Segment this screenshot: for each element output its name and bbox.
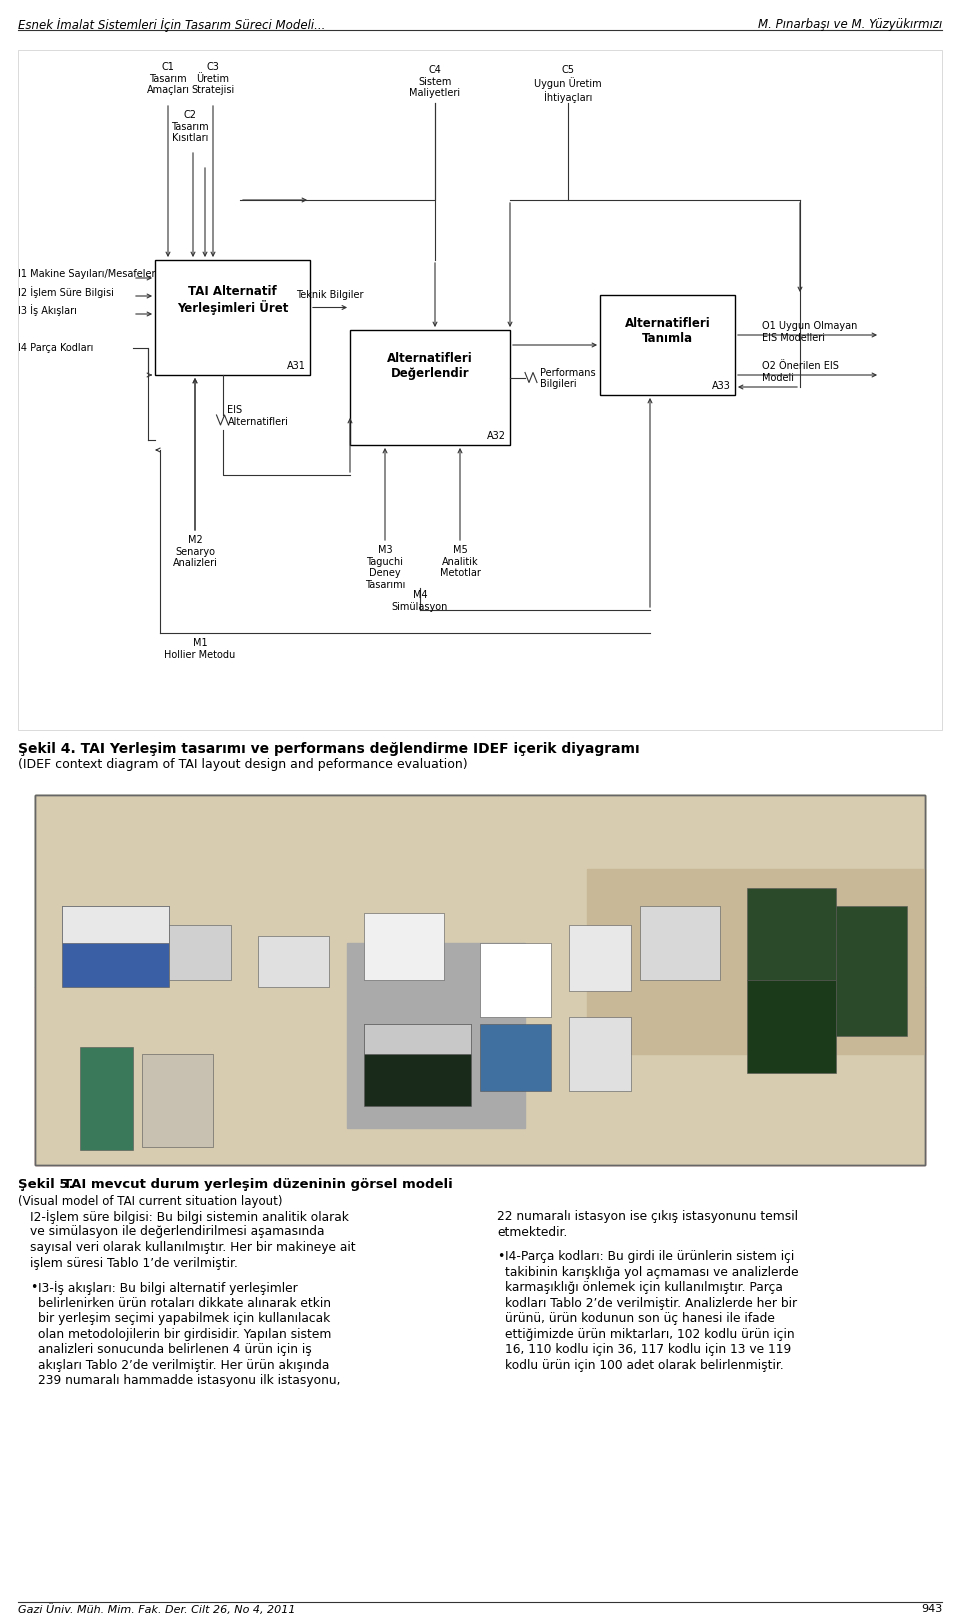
Text: M5
Analitik
Metotlar: M5 Analitik Metotlar bbox=[440, 545, 480, 577]
Text: A31: A31 bbox=[287, 362, 306, 371]
Text: (Visual model of TAI current situation layout): (Visual model of TAI current situation l… bbox=[18, 1195, 282, 1208]
Text: Alternatifleri
Tanımla: Alternatifleri Tanımla bbox=[625, 316, 710, 345]
Text: O2 Önerilen EIS
Modeli: O2 Önerilen EIS Modeli bbox=[762, 362, 839, 383]
Text: ürünü, ürün kodunun son üç hanesi ile ifade: ürünü, ürün kodunun son üç hanesi ile if… bbox=[505, 1312, 775, 1325]
Polygon shape bbox=[587, 869, 925, 1054]
Text: akışları Tablo 2’de verilmiştir. Her ürün akışında: akışları Tablo 2’de verilmiştir. Her ürü… bbox=[38, 1359, 329, 1372]
Text: M1
Hollier Metodu: M1 Hollier Metodu bbox=[164, 637, 235, 660]
Bar bbox=[35, 795, 925, 1165]
Text: C1
Tasarım
Amaçları: C1 Tasarım Amaçları bbox=[147, 62, 189, 96]
Text: 239 numaralı hammadde istasyonu ilk istasyonu,: 239 numaralı hammadde istasyonu ilk ista… bbox=[38, 1374, 341, 1387]
Text: M4
Simülasyon: M4 Simülasyon bbox=[392, 590, 448, 611]
Bar bbox=[169, 925, 230, 980]
Bar bbox=[18, 50, 942, 730]
Text: •: • bbox=[30, 1281, 37, 1294]
Text: 22 numaralı istasyon ise çıkış istasyonunu temsil: 22 numaralı istasyon ise çıkış istasyonu… bbox=[497, 1210, 798, 1223]
Bar bbox=[569, 1017, 632, 1092]
Text: etmektedir.: etmektedir. bbox=[497, 1226, 567, 1239]
Text: belirlenirken ürün rotaları dikkate alınarak etkin: belirlenirken ürün rotaları dikkate alın… bbox=[38, 1298, 331, 1311]
Text: I3-İş akışları: Bu bilgi alternatif yerleşimler: I3-İş akışları: Bu bilgi alternatif yerl… bbox=[38, 1281, 298, 1296]
Text: Alternatifleri
Değerlendir: Alternatifleri Değerlendir bbox=[387, 352, 473, 380]
Text: Performans
Bilgileri: Performans Bilgileri bbox=[540, 368, 595, 389]
Text: A33: A33 bbox=[712, 381, 731, 391]
Bar bbox=[364, 1025, 471, 1106]
Text: C5
Uygun Üretim
İhtiyaçları: C5 Uygun Üretim İhtiyaçları bbox=[534, 65, 602, 102]
Text: I4-Parça kodları: Bu girdi ile ürünlerin sistem içi: I4-Parça kodları: Bu girdi ile ürünlerin… bbox=[505, 1251, 794, 1264]
Polygon shape bbox=[498, 795, 925, 988]
Text: 16, 110 kodlu için 36, 117 kodlu için 13 ve 119: 16, 110 kodlu için 36, 117 kodlu için 13… bbox=[505, 1343, 791, 1356]
Bar bbox=[364, 913, 444, 980]
Bar bbox=[142, 1054, 213, 1147]
Bar bbox=[257, 936, 328, 988]
Bar bbox=[836, 907, 907, 1035]
Text: C4
Sistem
Maliyetleri: C4 Sistem Maliyetleri bbox=[409, 65, 461, 99]
Text: A32: A32 bbox=[487, 431, 506, 441]
Bar bbox=[350, 329, 510, 444]
Bar bbox=[364, 1025, 471, 1054]
Bar bbox=[480, 1025, 551, 1092]
Text: işlem süresi Tablo 1’de verilmiştir.: işlem süresi Tablo 1’de verilmiştir. bbox=[30, 1257, 238, 1270]
Bar bbox=[480, 942, 551, 1017]
Text: I4 Parça Kodları: I4 Parça Kodları bbox=[18, 342, 93, 354]
Text: O1 Uygun Olmayan
EIS Modelleri: O1 Uygun Olmayan EIS Modelleri bbox=[762, 321, 857, 342]
Text: M3
Taguchi
Deney
Tasarımı: M3 Taguchi Deney Tasarımı bbox=[365, 545, 405, 590]
Text: M2
Senaryo
Analizleri: M2 Senaryo Analizleri bbox=[173, 535, 217, 568]
Text: •: • bbox=[497, 1251, 504, 1264]
Bar bbox=[35, 795, 925, 1165]
Text: I1 Makine Sayıları/Mesafeler: I1 Makine Sayıları/Mesafeler bbox=[18, 269, 156, 279]
Bar bbox=[747, 980, 836, 1072]
Text: karmaşıklığı önlemek için kullanılmıştır. Parça: karmaşıklığı önlemek için kullanılmıştır… bbox=[505, 1281, 782, 1294]
Text: TAI Alternatif
Yerleşimleri Üret: TAI Alternatif Yerleşimleri Üret bbox=[177, 285, 288, 315]
Text: Gazi Üniv. Müh. Mim. Fak. Der. Cilt 26, No 4, 2011: Gazi Üniv. Müh. Mim. Fak. Der. Cilt 26, … bbox=[18, 1604, 296, 1616]
Text: sayısal veri olarak kullanılmıştır. Her bir makineye ait: sayısal veri olarak kullanılmıştır. Her … bbox=[30, 1241, 355, 1254]
Text: M. Pınarbaşı ve M. Yüzyükırmızı: M. Pınarbaşı ve M. Yüzyükırmızı bbox=[757, 18, 942, 31]
Bar bbox=[80, 1046, 132, 1150]
Text: olan metodolojilerin bir girdisidir. Yapılan sistem: olan metodolojilerin bir girdisidir. Yap… bbox=[38, 1328, 331, 1341]
Bar bbox=[640, 907, 720, 980]
Polygon shape bbox=[35, 795, 498, 988]
Text: Şekil 4. TAI Yerleşim tasarımı ve performans değlendirme IDEF içerik diyagramı: Şekil 4. TAI Yerleşim tasarımı ve perfor… bbox=[18, 741, 644, 756]
Polygon shape bbox=[347, 942, 524, 1127]
Bar bbox=[61, 907, 169, 988]
Bar bbox=[61, 907, 169, 942]
Text: I3 İş Akışları: I3 İş Akışları bbox=[18, 303, 77, 316]
Text: kodlu ürün için 100 adet olarak belirlenmiştir.: kodlu ürün için 100 adet olarak belirlen… bbox=[505, 1359, 783, 1372]
Text: TAI mevcut durum yerleşim düzeninin görsel modeli: TAI mevcut durum yerleşim düzeninin görs… bbox=[63, 1178, 457, 1191]
Text: I2-İşlem süre bilgisi: Bu bilgi sistemin analitik olarak: I2-İşlem süre bilgisi: Bu bilgi sistemin… bbox=[30, 1210, 348, 1225]
Bar bbox=[600, 295, 735, 396]
Text: bir yerleşim seçimi yapabilmek için kullanılacak: bir yerleşim seçimi yapabilmek için kull… bbox=[38, 1312, 330, 1325]
Text: ettiğimizde ürün miktarları, 102 kodlu ürün için: ettiğimizde ürün miktarları, 102 kodlu ü… bbox=[505, 1328, 795, 1341]
Text: Teknik Bilgiler: Teknik Bilgiler bbox=[297, 289, 364, 300]
Bar bbox=[747, 887, 836, 980]
Text: ve simülasyon ile değerlendirilmesi aşamasında: ve simülasyon ile değerlendirilmesi aşam… bbox=[30, 1226, 324, 1239]
Bar bbox=[569, 925, 632, 991]
Text: takibinin karışklığa yol açmaması ve analizlerde: takibinin karışklığa yol açmaması ve ana… bbox=[505, 1265, 799, 1278]
Text: Şekil 5.: Şekil 5. bbox=[18, 1178, 79, 1191]
Text: EIS
Alternatifleri: EIS Alternatifleri bbox=[228, 406, 288, 427]
Text: I2 İşlem Süre Bilgisi: I2 İşlem Süre Bilgisi bbox=[18, 285, 114, 298]
Text: C3
Üretim
Stratejisi: C3 Üretim Stratejisi bbox=[191, 62, 234, 96]
Text: Esnek İmalat Sistemleri İçin Tasarım Süreci Modeli...: Esnek İmalat Sistemleri İçin Tasarım Sür… bbox=[18, 18, 325, 32]
Text: kodları Tablo 2’de verilmiştir. Analizlerde her bir: kodları Tablo 2’de verilmiştir. Analizle… bbox=[505, 1298, 797, 1311]
Polygon shape bbox=[35, 988, 925, 1165]
Text: C2
Tasarım
Kısıtları: C2 Tasarım Kısıtları bbox=[171, 110, 209, 143]
Text: (IDEF context diagram of TAI layout design and peformance evaluation): (IDEF context diagram of TAI layout desi… bbox=[18, 757, 468, 770]
Bar bbox=[155, 260, 310, 375]
Text: 943: 943 bbox=[921, 1604, 942, 1614]
Text: analizleri sonucunda belirlenen 4 ürün için iş: analizleri sonucunda belirlenen 4 ürün i… bbox=[38, 1343, 312, 1356]
